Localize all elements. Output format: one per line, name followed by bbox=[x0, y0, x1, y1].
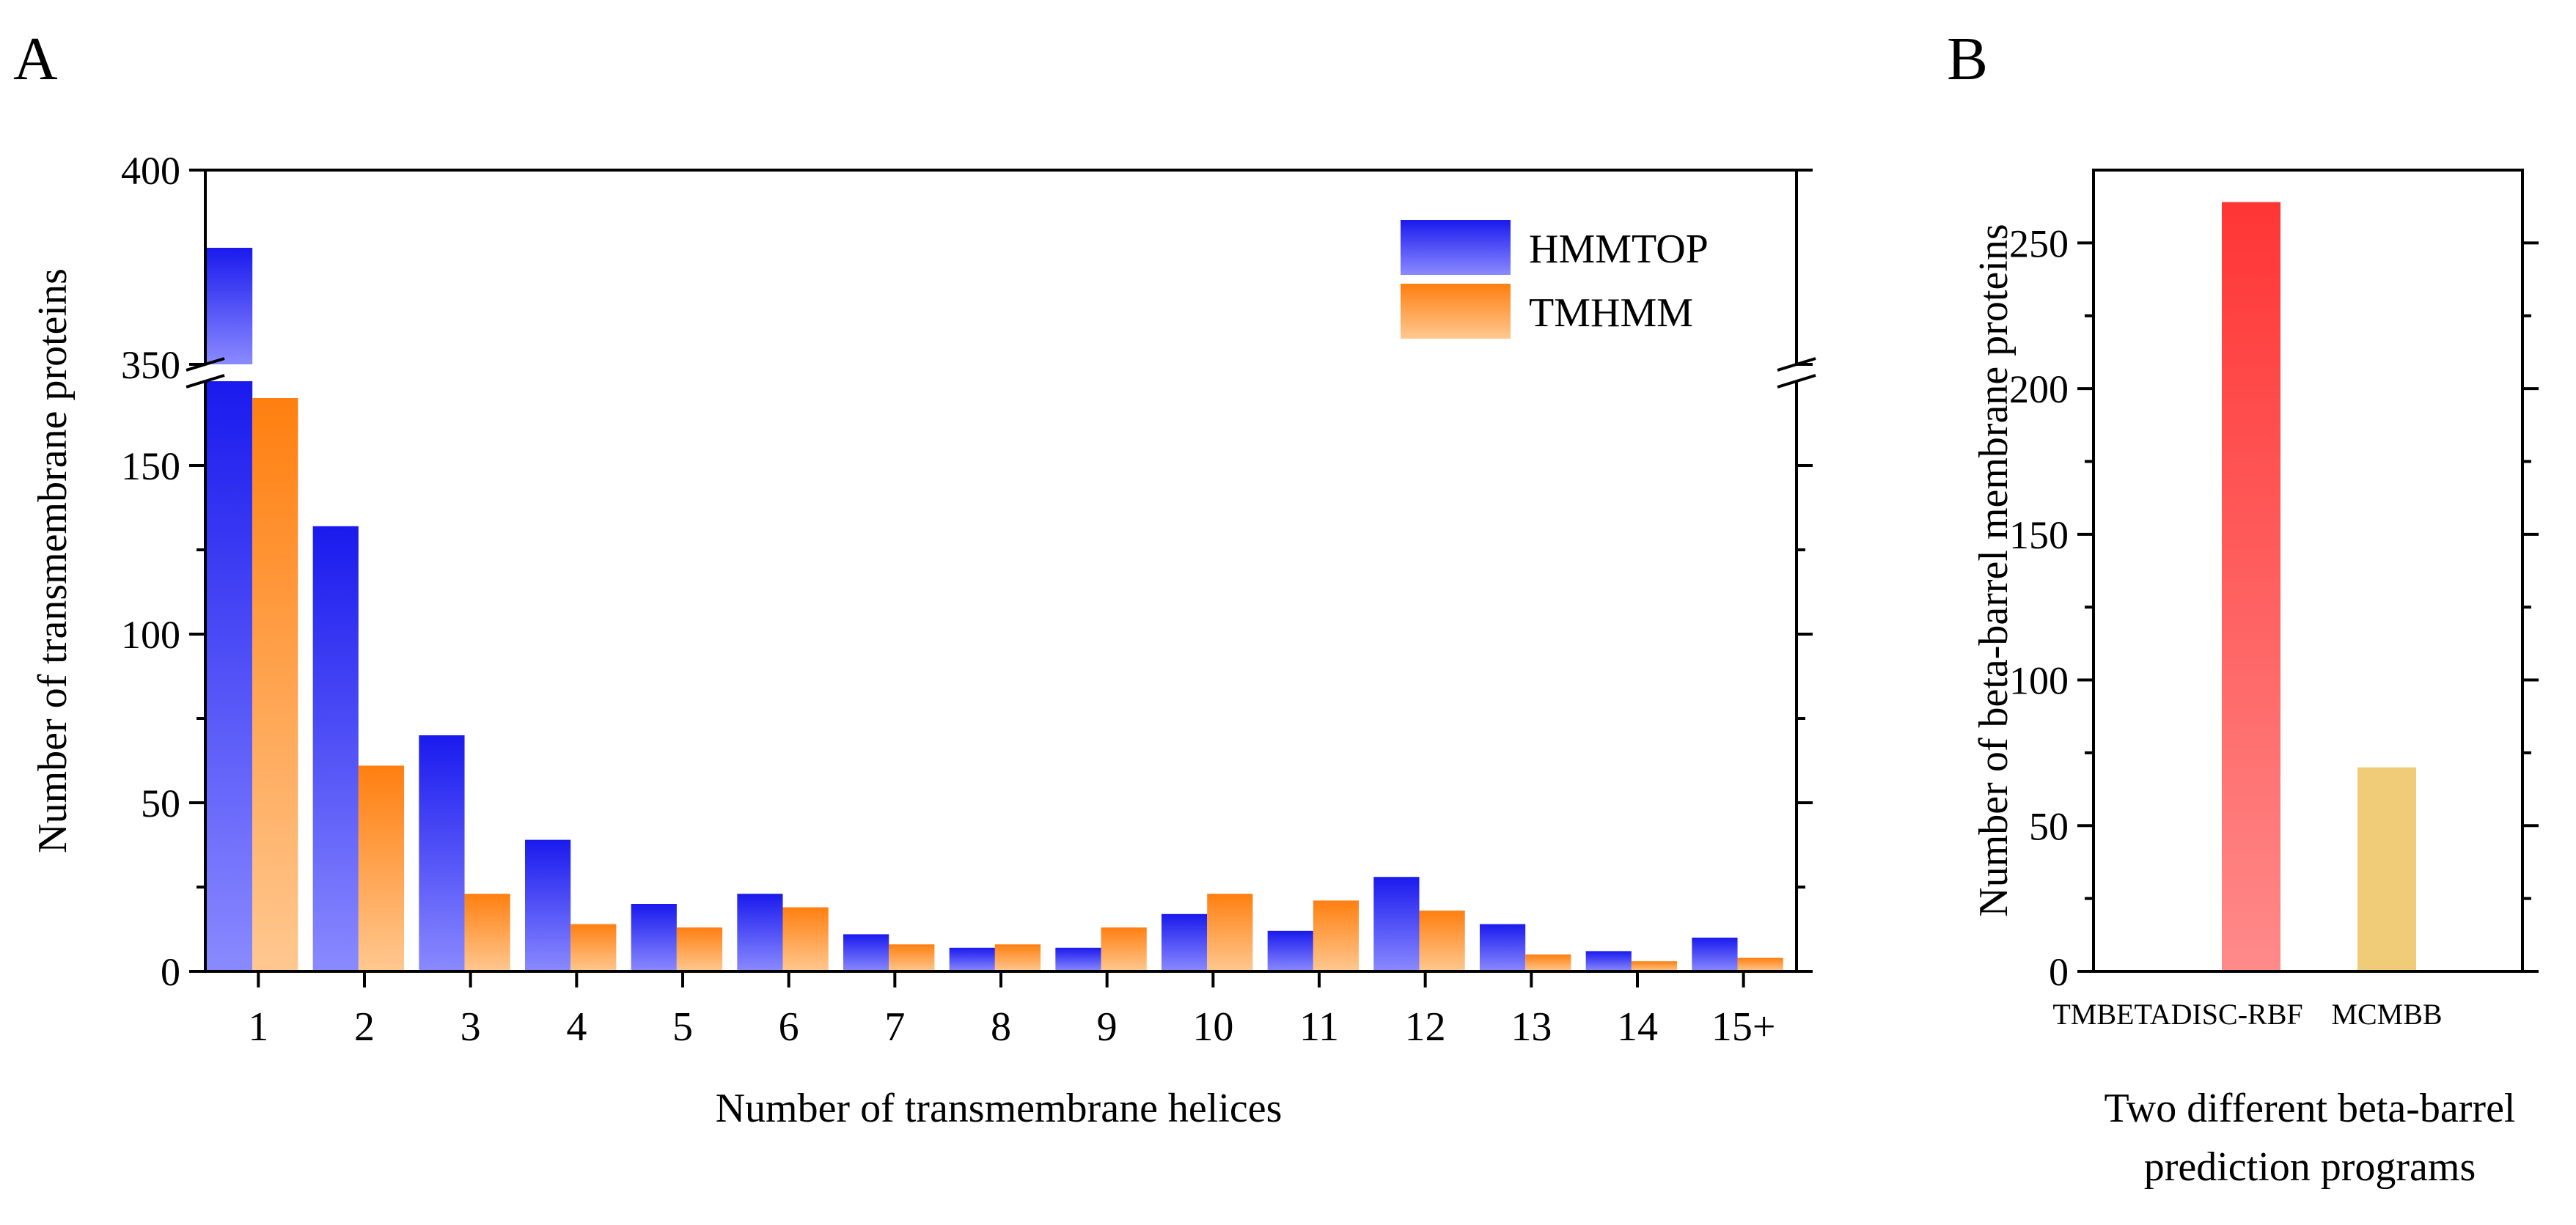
y-tick-label: 100 bbox=[2009, 659, 2069, 703]
panel-a-label: A bbox=[13, 25, 58, 93]
bar-hmmtop-9 bbox=[1055, 947, 1101, 971]
x-tick-label: TMBETADISC-RBF bbox=[2052, 998, 2302, 1031]
legend-label-tmhmm: TMHMM bbox=[1529, 290, 1693, 336]
x-tick-label: MCMBB bbox=[2331, 998, 2442, 1031]
bar-tmhmm-11 bbox=[1313, 900, 1359, 971]
bar-tmhmm-10 bbox=[1207, 894, 1253, 971]
y-tick-label: 150 bbox=[121, 444, 180, 488]
panel-b-x-axis-label-line2: prediction programs bbox=[2144, 1144, 2476, 1190]
bar-tmhmm-12 bbox=[1419, 911, 1465, 971]
x-tick-label: 3 bbox=[460, 1004, 481, 1050]
bar-mcmbb bbox=[2357, 767, 2416, 971]
panel-b-x-ticks: TMBETADISC-RBF MCMBB bbox=[2052, 998, 2442, 1031]
panel-a: A Number of transmembrane proteins Numbe… bbox=[13, 25, 1819, 1131]
panel-a-x-ticks: 1 2 3 4 5 6 7 8 9 10 11 12 13 14 15+ bbox=[248, 971, 1775, 1050]
panel-b-y-ticks: 0 50 100 150 200 250 bbox=[2009, 221, 2539, 994]
x-tick-label: 1 bbox=[248, 1004, 268, 1050]
bar-hmmtop-10 bbox=[1162, 913, 1208, 971]
bar-tmhmm-5 bbox=[676, 927, 723, 971]
y-tick-label: 200 bbox=[2009, 367, 2069, 411]
y-tick-label: 0 bbox=[161, 950, 180, 994]
x-tick-label: 5 bbox=[672, 1004, 693, 1050]
panel-a-x-axis-label: Number of transmembrane helices bbox=[716, 1086, 1283, 1131]
y-tick-label: 100 bbox=[121, 613, 180, 657]
axis-break-mark bbox=[186, 374, 225, 389]
x-tick-label: 7 bbox=[884, 1004, 905, 1050]
bar-hmmtop-4 bbox=[525, 839, 571, 971]
bar-tmhmm-3 bbox=[464, 894, 510, 971]
legend-swatch-hmmtop bbox=[1401, 220, 1511, 275]
panel-a-bars bbox=[207, 248, 1783, 971]
x-tick-label: 12 bbox=[1405, 1004, 1446, 1050]
bar-tmhmm-9 bbox=[1101, 927, 1147, 971]
x-tick-label: 4 bbox=[566, 1004, 587, 1050]
bar-hmmtop-1-lower bbox=[207, 381, 253, 971]
bar-tmhmm-13 bbox=[1525, 954, 1571, 971]
bar-hmmtop-7 bbox=[843, 934, 889, 971]
bar-tmhmm-7 bbox=[889, 944, 935, 971]
panel-a-legend: HMMTOP TMHMM bbox=[1401, 220, 1709, 339]
bar-tmhmm-2 bbox=[358, 765, 405, 971]
bar-hmmtop-5 bbox=[631, 904, 677, 971]
bar-hmmtop-1 bbox=[207, 248, 253, 364]
axis-break-mark bbox=[1777, 374, 1816, 389]
x-tick-label: 6 bbox=[779, 1004, 799, 1050]
y-tick-label: 0 bbox=[2049, 950, 2069, 994]
bar-tmhmm-14 bbox=[1631, 961, 1678, 971]
bar-tmhmm-15+ bbox=[1737, 957, 1783, 971]
panel-b: B Number of beta-barrel membrane protein… bbox=[1947, 25, 2539, 1190]
bar-hmmtop-13 bbox=[1480, 924, 1526, 971]
panel-b-frame bbox=[2092, 169, 2524, 973]
bar-hmmtop-15+ bbox=[1692, 938, 1738, 971]
bar-hmmtop-6 bbox=[737, 894, 783, 971]
panel-b-axes-box bbox=[2092, 169, 2524, 973]
panel-b-y-axis-label: Number of beta-barrel membrane proteins bbox=[1971, 224, 2017, 916]
panel-a-y-ticks: 0 50 100 150 350 400 bbox=[121, 149, 1813, 994]
y-tick-label: 350 bbox=[121, 343, 180, 387]
bar-hmmtop-14 bbox=[1585, 951, 1632, 971]
panel-a-y-axis-label: Number of transmembrane proteins bbox=[30, 268, 76, 853]
panel-b-x-axis-label-line1: Two different beta-barrel bbox=[2105, 1086, 2516, 1131]
y-tick-label: 50 bbox=[141, 781, 180, 825]
bar-tmhmm-1 bbox=[252, 398, 298, 971]
x-tick-label: 8 bbox=[991, 1004, 1011, 1050]
x-tick-label: 10 bbox=[1192, 1004, 1233, 1050]
bar-hmmtop-3 bbox=[419, 735, 465, 971]
bar-tmbetadisc-rbf bbox=[2222, 202, 2280, 972]
panel-b-label: B bbox=[1947, 25, 1988, 93]
bar-tmhmm-4 bbox=[570, 924, 617, 971]
panel-b-bars bbox=[2222, 202, 2416, 972]
y-tick-label: 50 bbox=[2029, 804, 2069, 848]
y-tick-label: 150 bbox=[2009, 513, 2069, 557]
axis-break-gap bbox=[1775, 366, 1819, 380]
bar-tmhmm-8 bbox=[994, 944, 1041, 971]
bar-hmmtop-8 bbox=[949, 947, 995, 971]
x-tick-label: 14 bbox=[1617, 1004, 1658, 1050]
bar-hmmtop-11 bbox=[1267, 930, 1313, 971]
legend-label-hmmtop: HMMTOP bbox=[1529, 227, 1709, 272]
bar-hmmtop-2 bbox=[312, 526, 359, 971]
x-tick-label: 13 bbox=[1511, 1004, 1552, 1050]
legend-swatch-tmhmm bbox=[1401, 284, 1511, 339]
x-tick-label: 15+ bbox=[1711, 1004, 1776, 1050]
axis-break-gap bbox=[183, 366, 227, 380]
y-tick-label: 400 bbox=[121, 149, 180, 193]
x-tick-label: 9 bbox=[1097, 1004, 1118, 1050]
x-tick-label: 11 bbox=[1299, 1004, 1339, 1050]
bar-tmhmm-6 bbox=[782, 907, 829, 971]
x-tick-label: 2 bbox=[354, 1004, 375, 1050]
y-tick-label: 250 bbox=[2009, 221, 2069, 265]
bar-hmmtop-12 bbox=[1373, 877, 1420, 971]
